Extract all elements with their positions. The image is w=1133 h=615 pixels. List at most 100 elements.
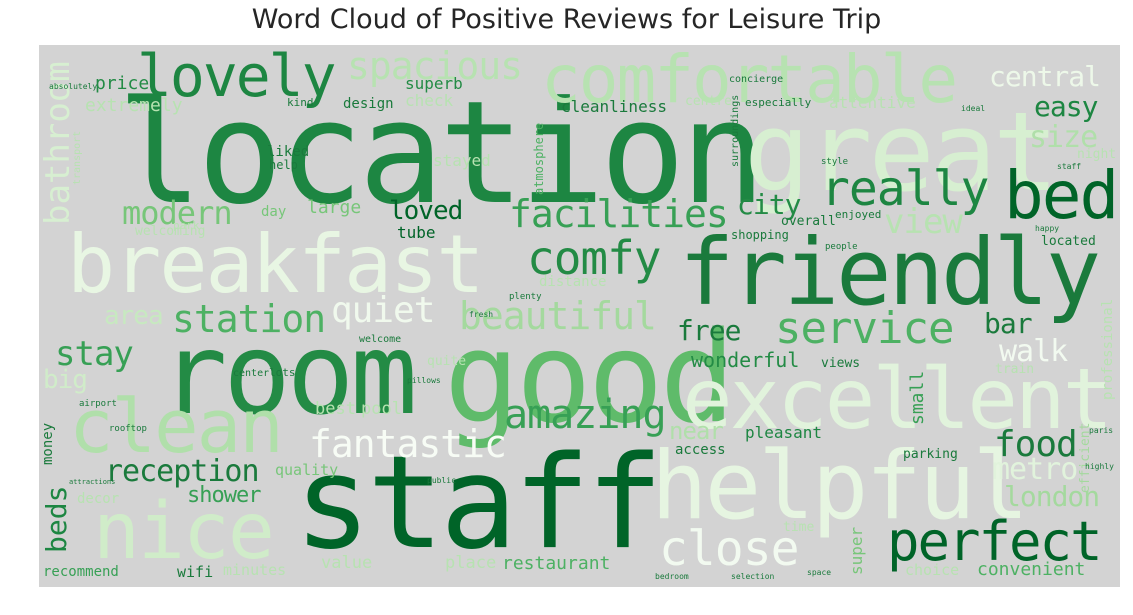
word-large: large bbox=[307, 197, 362, 218]
word-located: located bbox=[1041, 234, 1096, 249]
word-attractions: attractions bbox=[69, 478, 116, 486]
word-value: value bbox=[321, 553, 373, 573]
word-attentive: attentive bbox=[829, 93, 916, 112]
word-pleasant: pleasant bbox=[745, 423, 823, 442]
word-stayed: stayed bbox=[433, 151, 491, 170]
word-near: near bbox=[669, 417, 724, 445]
word-fantastic: fantastic bbox=[309, 422, 507, 466]
word-size: size bbox=[1029, 120, 1098, 155]
word-cleanliness: cleanliness bbox=[561, 97, 667, 116]
word-help: help bbox=[269, 158, 298, 172]
word-choice: choice bbox=[905, 561, 960, 579]
word-comfy: comfy bbox=[527, 231, 661, 285]
word-modern: modern bbox=[122, 194, 233, 232]
word-central: central bbox=[989, 60, 1101, 93]
word-distance: distance bbox=[539, 274, 607, 290]
word-kind: kind bbox=[287, 96, 314, 109]
chart-title: Word Cloud of Positive Reviews for Leisu… bbox=[251, 4, 882, 35]
word-staff-small: staff bbox=[1057, 162, 1082, 171]
word-parking: parking bbox=[903, 447, 958, 462]
word-airport: airport bbox=[79, 399, 117, 409]
word-night: night bbox=[1077, 147, 1117, 162]
word-room: room bbox=[160, 310, 418, 440]
word-welcome: welcome bbox=[359, 334, 402, 345]
word-staff: staff bbox=[294, 429, 663, 578]
word-station: station bbox=[172, 297, 326, 341]
word-bed: bed bbox=[1004, 157, 1119, 234]
word-really: really bbox=[821, 161, 989, 217]
word-train: train bbox=[995, 362, 1035, 377]
word-beds: beds bbox=[40, 485, 73, 553]
word-rooftop: rooftop bbox=[109, 424, 147, 434]
word-space: space bbox=[807, 568, 832, 577]
word-happy: happy bbox=[1035, 224, 1060, 233]
word-enjoyed: enjoyed bbox=[835, 208, 882, 221]
word-restaurant: restaurant bbox=[502, 553, 611, 574]
word-ideal: ideal bbox=[961, 104, 986, 113]
word-surroundings: surroundings bbox=[730, 94, 741, 167]
word-location: location bbox=[117, 71, 766, 236]
word-great: great bbox=[744, 88, 1059, 216]
word-super: super bbox=[847, 526, 866, 575]
word-beautiful: beautiful bbox=[459, 294, 657, 338]
word-breakfast: breakfast bbox=[67, 218, 484, 311]
word-money: money bbox=[40, 422, 56, 465]
word-especially: especially bbox=[745, 96, 812, 109]
word-lovely: lovely bbox=[137, 45, 337, 110]
word-best: best bbox=[315, 399, 356, 419]
word-quiet: quiet bbox=[331, 290, 435, 331]
word-area: area bbox=[104, 301, 164, 331]
word-atmosphere: atmosphere bbox=[532, 122, 546, 195]
word-view: view bbox=[884, 202, 963, 242]
word-convenient: convenient bbox=[977, 559, 1086, 580]
word-paris: paris bbox=[1089, 426, 1114, 435]
word-place: place bbox=[445, 553, 497, 573]
word-public: public bbox=[427, 476, 456, 485]
word-highly: highly bbox=[1085, 462, 1114, 471]
word-helpful: helpful bbox=[651, 432, 1029, 541]
word-plenty: plenty bbox=[509, 292, 542, 302]
word-check: check bbox=[405, 91, 454, 110]
word-tube: tube bbox=[397, 223, 436, 242]
word-clean: clean bbox=[69, 384, 284, 470]
word-decor: decor bbox=[77, 491, 120, 507]
word-london: london bbox=[1004, 480, 1100, 513]
word-nice: nice bbox=[93, 487, 275, 577]
word-overall: overall bbox=[781, 214, 836, 229]
word-good: good bbox=[444, 304, 735, 451]
word-food: food bbox=[994, 424, 1078, 465]
word-free: free bbox=[677, 314, 741, 347]
word-welcoming: welcoming bbox=[135, 224, 206, 239]
word-shopping: shopping bbox=[731, 228, 789, 242]
word-easy: easy bbox=[1034, 90, 1098, 123]
word-time: time bbox=[783, 520, 815, 535]
word-metro: metro bbox=[992, 452, 1078, 487]
word-pillows: pillows bbox=[407, 376, 441, 385]
word-liked: liked bbox=[267, 144, 310, 160]
word-centre: centre bbox=[685, 94, 732, 109]
word-views: views bbox=[821, 356, 861, 371]
word-friendly: friendly bbox=[679, 219, 1101, 326]
word-perfect: perfect bbox=[887, 510, 1103, 573]
word-close: close bbox=[659, 521, 799, 577]
word-access: access bbox=[675, 442, 726, 458]
word-people: people bbox=[825, 242, 858, 252]
word-reception: reception bbox=[105, 454, 260, 489]
word-extremely: extremely bbox=[85, 95, 183, 116]
word-loved: loved bbox=[389, 196, 463, 226]
word-style: style bbox=[821, 157, 849, 167]
word-center: center bbox=[233, 368, 270, 379]
word-design: design bbox=[343, 96, 394, 112]
word-stay: stay bbox=[55, 334, 134, 374]
word-comfortable: comfortable bbox=[541, 45, 958, 118]
word-excellent: excellent bbox=[682, 350, 1113, 448]
word-amazing: amazing bbox=[504, 392, 667, 438]
word-transport: transport bbox=[72, 130, 83, 185]
word-service: service bbox=[775, 303, 954, 354]
word-professional: professional bbox=[1100, 298, 1116, 400]
word-quite: quite bbox=[427, 354, 467, 369]
word-fresh: fresh bbox=[469, 310, 494, 319]
word-concierge: concierge bbox=[729, 74, 784, 85]
word-small: small bbox=[907, 370, 928, 425]
word-facilities: facilities bbox=[509, 192, 729, 236]
